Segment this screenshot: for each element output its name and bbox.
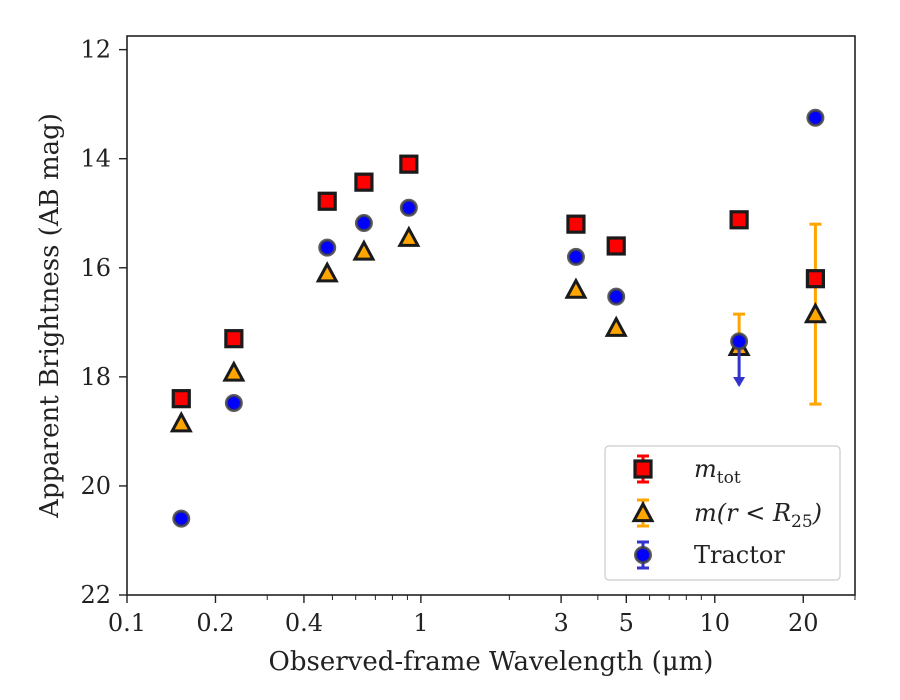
y-axis-label: Apparent Brightness (AB mag) xyxy=(35,113,65,519)
legend-box xyxy=(604,445,841,581)
data-point xyxy=(399,154,419,174)
plot-frame xyxy=(126,35,856,596)
data-point xyxy=(317,191,337,211)
data-point xyxy=(604,315,628,337)
data-point xyxy=(169,411,193,433)
data-point xyxy=(352,239,376,261)
legend: mtot m(r < R25) Tractor xyxy=(604,445,841,581)
data-point xyxy=(566,214,586,234)
legend-label-tractor: Tractor xyxy=(694,541,785,569)
y-tick-label: 20 xyxy=(80,472,111,500)
x-tick-label: 20 xyxy=(788,609,819,637)
data-point xyxy=(730,332,749,351)
x-tick-label: 1 xyxy=(413,609,428,637)
data-point xyxy=(222,360,246,382)
data-point xyxy=(566,247,585,266)
legend-marker-mr25 xyxy=(631,500,655,523)
data-point xyxy=(397,225,421,247)
y-tick-label: 12 xyxy=(80,36,111,64)
x-tick-label: 10 xyxy=(700,609,731,637)
data-point xyxy=(606,236,626,256)
data-point xyxy=(729,210,749,230)
y-tick-label: 18 xyxy=(80,363,111,391)
y-tick-label: 14 xyxy=(80,145,111,173)
legend-marker-tractor xyxy=(634,546,652,564)
series-mtot xyxy=(171,154,826,409)
data-point xyxy=(805,269,826,289)
data-point xyxy=(315,261,339,283)
x-axis-ticks: 0.1 0.2 0.4 1 3 5 10 20 xyxy=(108,595,856,637)
legend-label-mr25: m(r < R25) xyxy=(694,499,822,532)
x-tick-label: 3 xyxy=(553,609,568,637)
y-tick-label: 16 xyxy=(80,254,111,282)
y-tick-label: 22 xyxy=(80,581,111,609)
data-point xyxy=(803,301,827,324)
x-tick-label: 0.1 xyxy=(108,609,146,637)
data-point xyxy=(607,287,626,306)
x-tick-label: 5 xyxy=(619,609,634,637)
legend-label-mtot: mtot xyxy=(694,455,741,488)
data-point xyxy=(354,214,373,233)
data-point xyxy=(564,277,588,299)
data-point xyxy=(224,394,243,413)
legend-marker-mtot xyxy=(633,459,653,479)
plot-marks xyxy=(169,108,827,528)
data-point xyxy=(224,329,244,349)
data-point xyxy=(354,172,374,192)
data-point xyxy=(171,389,191,409)
series-tractor xyxy=(172,108,825,528)
data-point xyxy=(318,238,337,257)
x-axis-label: Observed-frame Wavelength (μm) xyxy=(269,647,714,677)
data-point xyxy=(399,198,418,217)
y-axis-ticks: 12 14 16 18 20 22 xyxy=(80,36,127,609)
x-tick-label: 0.2 xyxy=(196,609,234,637)
data-point xyxy=(172,509,191,528)
data-point xyxy=(806,108,825,127)
x-tick-label: 0.4 xyxy=(285,609,323,637)
upper-limit-arrowhead xyxy=(733,377,746,388)
